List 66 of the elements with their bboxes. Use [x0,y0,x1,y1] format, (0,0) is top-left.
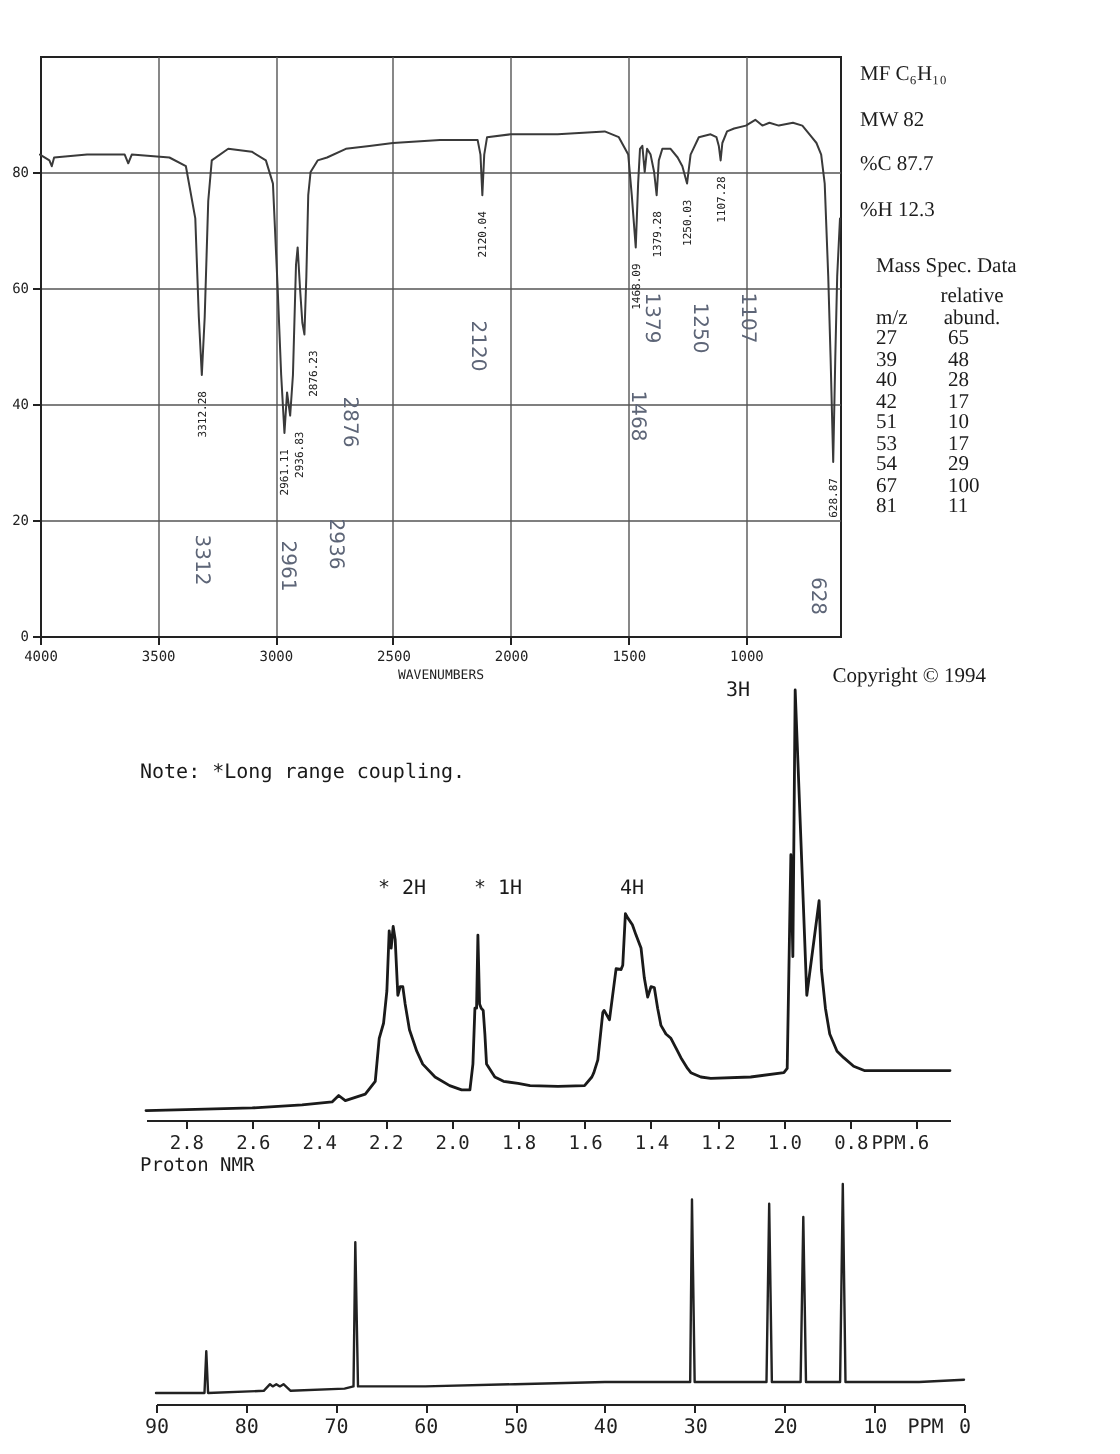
annotation: Note: *Long range coupling. [140,762,466,784]
x-tick-label: 20 [773,1417,798,1439]
annotation: 3H [725,680,751,702]
text: Proton NMR [140,1155,255,1177]
annotation: 1250 [688,302,710,354]
x-tick-label: 2.4 [302,1133,338,1155]
annotation: 628 [806,576,828,616]
data-label: 100 [948,475,980,497]
data-label: 17 [948,433,969,455]
category-label: 27 [876,328,897,350]
x-tick-label: 90 [144,1417,170,1439]
annotation: 3312 [190,534,212,586]
category-label: 53 [876,433,897,455]
x-tick-label: 0 [958,1417,972,1439]
x-tick-label: 1.6 [568,1133,604,1155]
text: Copyright © 1994 [832,666,988,688]
annotation: 2936 [324,518,346,570]
category-label: 39 [876,349,897,371]
x-tick-label: 40 [593,1417,618,1439]
x-axis-title: PPM [871,1133,907,1155]
category-label: 67 [876,475,897,497]
text: relative abund. [940,286,1004,329]
text: %C 87.7 [860,154,934,176]
data-label: 28 [948,370,969,392]
text: m/z [876,307,908,329]
category-label: 42 [876,391,897,413]
annotation: 1379 [640,292,662,344]
x-tick-label: .6 [906,1133,930,1155]
data-label: 29 [948,454,969,476]
text: MW 82 [860,109,925,131]
x-tick-label: 2.0 [435,1133,471,1155]
annotation: 4H [619,878,645,900]
x-tick-label: 70 [324,1417,349,1439]
x-tick-label: 10 [863,1417,888,1439]
data-label: 11 [948,496,969,518]
data-label: 65 [948,328,969,350]
annotation: 2961 [276,540,298,592]
data-label: 17 [948,391,969,413]
x-tick-label: 0.8 [834,1133,870,1155]
annotation: 2876 [338,396,360,448]
x-tick-label: 1.8 [501,1133,537,1155]
x-tick-label: 2.6 [236,1133,272,1155]
category-label: 54 [876,454,897,476]
x-tick-label: 50 [504,1417,529,1439]
category-label: 40 [876,370,897,392]
x-tick-label: 30 [683,1417,708,1439]
x-tick-label: 2.2 [369,1133,404,1155]
text: MF C₆H₁₀ [860,64,947,86]
x-axis-title: PPM [907,1417,944,1439]
annotation: 2120 [466,320,488,372]
annotation: 1107 [736,292,758,344]
text: Mass Spec. Data [876,256,1017,278]
annotation: * 2H [377,878,427,900]
data-label: 10 [948,412,969,434]
text: %H 12.3 [860,199,935,221]
x-tick-label: 80 [234,1417,259,1439]
annotation: 1468 [626,390,648,442]
category-label: 51 [876,412,897,434]
data-label: 48 [948,349,969,371]
annotation: * 1H [473,878,523,900]
x-tick-label: 1.4 [634,1133,670,1155]
x-tick-label: 2.8 [169,1133,205,1155]
x-tick-label: 1.0 [767,1133,803,1155]
category-label: 81 [876,496,897,518]
x-tick-label: 60 [414,1417,439,1439]
x-tick-label: 1.2 [701,1133,736,1155]
